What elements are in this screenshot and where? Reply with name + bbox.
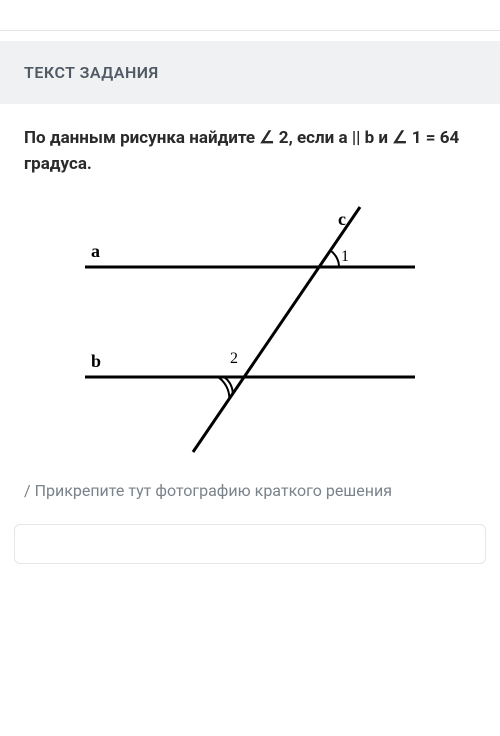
svg-text:a: a <box>91 241 100 261</box>
geometry-diagram: a b c 1 2 <box>65 197 435 461</box>
svg-text:2: 2 <box>230 350 238 367</box>
question-text: По данным рисунка найдите ∠ 2, если a ||… <box>24 126 476 177</box>
svg-text:c: c <box>338 209 346 229</box>
q-part1: По данным рисунка найдите <box>24 128 259 148</box>
q-part2: , если a || b и <box>289 128 393 148</box>
svg-text:b: b <box>91 351 101 371</box>
content: По данным рисунка найдите ∠ 2, если a ||… <box>0 104 500 461</box>
top-divider <box>0 30 500 31</box>
svg-text:1: 1 <box>341 248 349 265</box>
attach-hint: / Прикрепите тут фотографию краткого реш… <box>0 479 500 524</box>
task-header: ТЕКСТ ЗАДАНИЯ <box>0 41 500 104</box>
angle-2-symbol: ∠ 2 <box>259 128 288 148</box>
angle-1-symbol: ∠ 1 <box>392 128 421 148</box>
answer-upload-box[interactable] <box>14 524 486 564</box>
diagram-svg: a b c 1 2 <box>65 197 435 457</box>
header-title: ТЕКСТ ЗАДАНИЯ <box>24 63 476 82</box>
